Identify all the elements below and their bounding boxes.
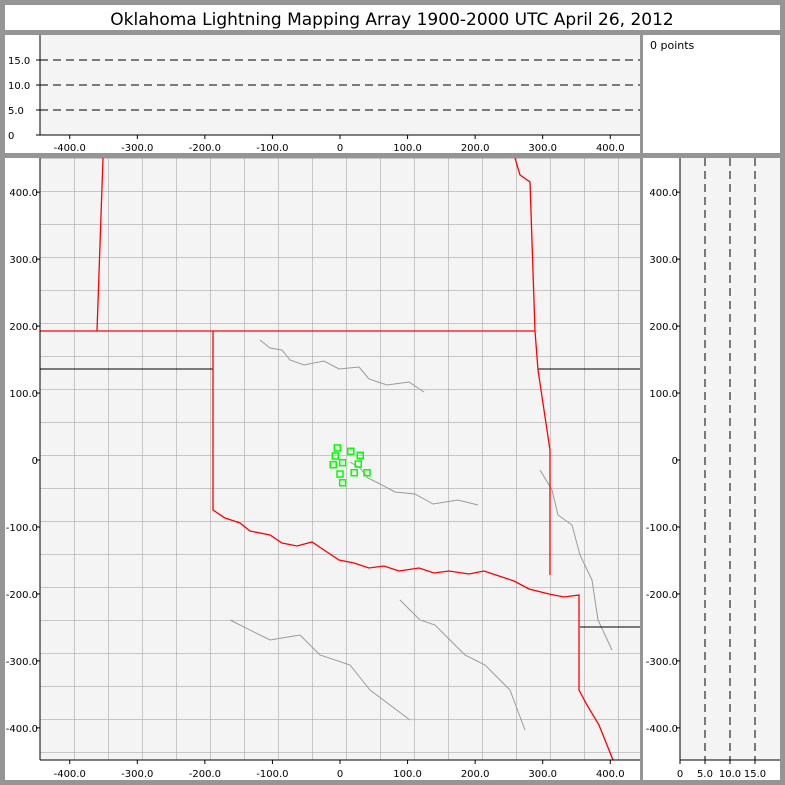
x-tick-label: -300.0 [121, 769, 153, 780]
x-tick-label: 300.0 [528, 769, 557, 780]
x-tick-label: 100.0 [393, 769, 422, 780]
state-borders [40, 158, 614, 760]
chart-title: Oklahoma Lightning Mapping Array 1900-20… [110, 10, 674, 30]
y-tick-label: -200.0 [646, 590, 678, 601]
y-tick-label: 0 [32, 456, 38, 467]
points-count: 0 points [650, 39, 695, 52]
lightning-source-point [331, 452, 340, 460]
lightning-source-point [338, 479, 347, 487]
y-tick-label: 400.0 [649, 188, 678, 199]
y-tick-label: 400.0 [9, 188, 38, 199]
y-tick-label: 300.0 [649, 255, 678, 266]
y-tick-label: 0 [672, 456, 678, 467]
y-tick-label: 10.0 [8, 81, 30, 92]
y-tick-label: 15.0 [8, 56, 30, 67]
x-tick-label: -200.0 [189, 143, 221, 154]
y-tick-label: 100.0 [9, 389, 38, 400]
y-tick-label: -400.0 [6, 724, 38, 735]
lightning-source-point [338, 458, 347, 467]
x-tick-label: 15.0 [744, 769, 766, 780]
x-tick-label: 400.0 [596, 143, 625, 154]
x-tick-label: 300.0 [528, 143, 557, 154]
y-tick-label: 5.0 [8, 106, 24, 117]
x-tick-label: -300.0 [121, 143, 153, 154]
x-tick-label: 200.0 [461, 143, 490, 154]
y-tick-label: -200.0 [6, 590, 38, 601]
x-tick-label: -400.0 [54, 769, 86, 780]
y-tick-label: 0 [8, 131, 14, 142]
x-tick-label: 400.0 [596, 769, 625, 780]
county-lines [229, 339, 613, 731]
points-panel [643, 35, 780, 153]
lightning-source-point [336, 470, 344, 478]
x-tick-label: 10.0 [719, 769, 741, 780]
lightning-source-point [347, 447, 355, 456]
lightning-source-point [333, 444, 342, 452]
x-tick-label: 0 [677, 769, 683, 780]
x-tick-label: 5.0 [697, 769, 713, 780]
x-tick-label: 0 [337, 143, 343, 154]
y-tick-label: -400.0 [646, 724, 678, 735]
y-tick-label: -100.0 [646, 523, 678, 534]
lightning-source-point [356, 451, 365, 460]
y-tick-label: -100.0 [6, 523, 38, 534]
x-tick-label: -400.0 [54, 143, 86, 154]
y-tick-label: 100.0 [649, 389, 678, 400]
y-tick-label: 200.0 [9, 322, 38, 333]
y-tick-label: 300.0 [9, 255, 38, 266]
y-tick-label: -300.0 [6, 657, 38, 668]
lightning-source-point [363, 468, 371, 477]
y-tick-label: -300.0 [646, 657, 678, 668]
lightning-source-point [329, 460, 337, 469]
x-tick-label: 0 [337, 769, 343, 780]
x-tick-label: 100.0 [393, 143, 422, 154]
lightning-source-point [354, 460, 362, 468]
y-tick-label: 200.0 [649, 322, 678, 333]
x-tick-label: -200.0 [189, 769, 221, 780]
x-tick-label: -100.0 [256, 143, 288, 154]
x-tick-label: 200.0 [461, 769, 490, 780]
x-tick-label: -100.0 [256, 769, 288, 780]
lightning-source-point [350, 468, 358, 477]
state-lines-black [40, 368, 640, 628]
title-bar [5, 5, 780, 30]
